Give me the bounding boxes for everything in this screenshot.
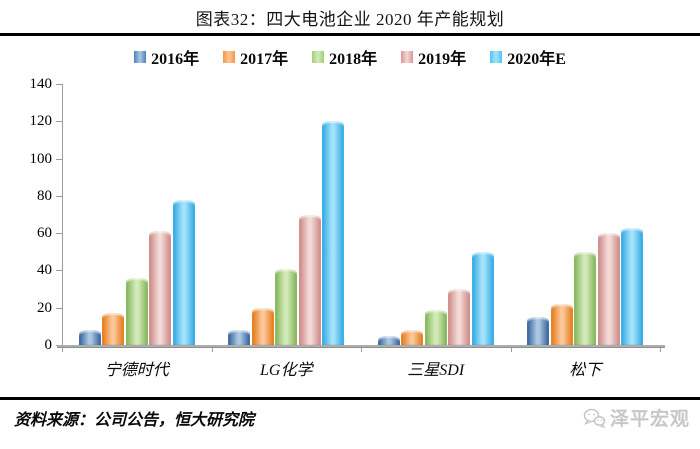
category-label: 三星SDI <box>407 362 465 379</box>
bar <box>172 199 195 345</box>
y-tick-label: 60 <box>37 225 52 242</box>
x-axis-tick <box>361 346 362 352</box>
bar <box>550 303 573 345</box>
legend-label: 2020年E <box>507 51 566 68</box>
legend-item: 2019年 <box>401 45 466 69</box>
y-axis-tick <box>56 84 62 85</box>
bar <box>574 251 597 345</box>
bar <box>125 277 148 345</box>
bar <box>471 251 494 345</box>
legend-item: 2018年 <box>312 45 377 69</box>
x-axis-tick <box>62 346 63 352</box>
y-axis-line <box>62 84 63 345</box>
legend-swatch <box>401 51 414 63</box>
y-axis-tick <box>56 158 62 160</box>
y-axis-tick <box>56 121 62 123</box>
y-tick-label: 40 <box>37 262 52 279</box>
bottom-divider <box>0 397 700 400</box>
category-label: 宁德时代 <box>104 362 169 379</box>
bar <box>621 227 644 345</box>
bar <box>424 309 447 345</box>
bar <box>149 231 172 345</box>
bar <box>448 289 471 345</box>
category-label: 松下 <box>569 362 602 379</box>
bar <box>377 335 400 345</box>
bar <box>597 233 620 345</box>
y-axis-tick <box>56 307 62 309</box>
x-axis-tick <box>660 346 661 352</box>
legend-item: 2020年E <box>490 45 566 69</box>
brand-text: 泽平宏观 <box>609 409 690 430</box>
legend-label: 2016年 <box>151 51 200 68</box>
y-axis-tick <box>56 195 62 197</box>
x-axis-tick <box>211 346 213 352</box>
chart-title: 图表32：四大电池企业 2020 年产能规划 <box>195 10 505 29</box>
category-label: LG化学 <box>260 362 313 379</box>
y-tick-label: 20 <box>37 299 52 316</box>
bar <box>298 214 321 345</box>
wechat-icon <box>583 408 606 428</box>
bar <box>228 330 251 345</box>
y-axis-tick <box>56 233 62 235</box>
x-axis-tick <box>510 346 512 352</box>
bar <box>322 121 345 345</box>
legend-item: 2016年 <box>134 45 199 69</box>
bar <box>527 317 550 345</box>
legend-swatch <box>312 51 325 63</box>
legend-swatch <box>134 51 147 63</box>
legend-label: 2017年 <box>240 51 289 68</box>
legend-swatch <box>490 51 503 63</box>
y-tick-label: 140 <box>29 76 53 92</box>
top-divider <box>0 33 700 36</box>
y-tick-label: 0 <box>44 337 53 353</box>
y-tick-label: 120 <box>29 113 53 130</box>
bar <box>251 307 274 345</box>
source-note: 资料来源：公司公告，恒大研究院 <box>14 412 255 429</box>
legend-item: 2017年 <box>223 45 288 69</box>
legend-label: 2018年 <box>329 51 378 68</box>
legend-swatch <box>223 51 236 63</box>
y-tick-label: 80 <box>37 187 52 204</box>
y-axis-tick <box>56 270 62 272</box>
bar <box>401 330 424 345</box>
legend-label: 2019年 <box>418 51 467 68</box>
y-tick-label: 100 <box>29 150 53 167</box>
brand-logo: 泽平宏观 <box>582 404 690 431</box>
bar <box>78 330 101 345</box>
bar <box>102 313 125 345</box>
bar <box>275 268 298 345</box>
chart-legend: 2016年 2017年 2018年 2019年 2020年E <box>0 45 700 69</box>
